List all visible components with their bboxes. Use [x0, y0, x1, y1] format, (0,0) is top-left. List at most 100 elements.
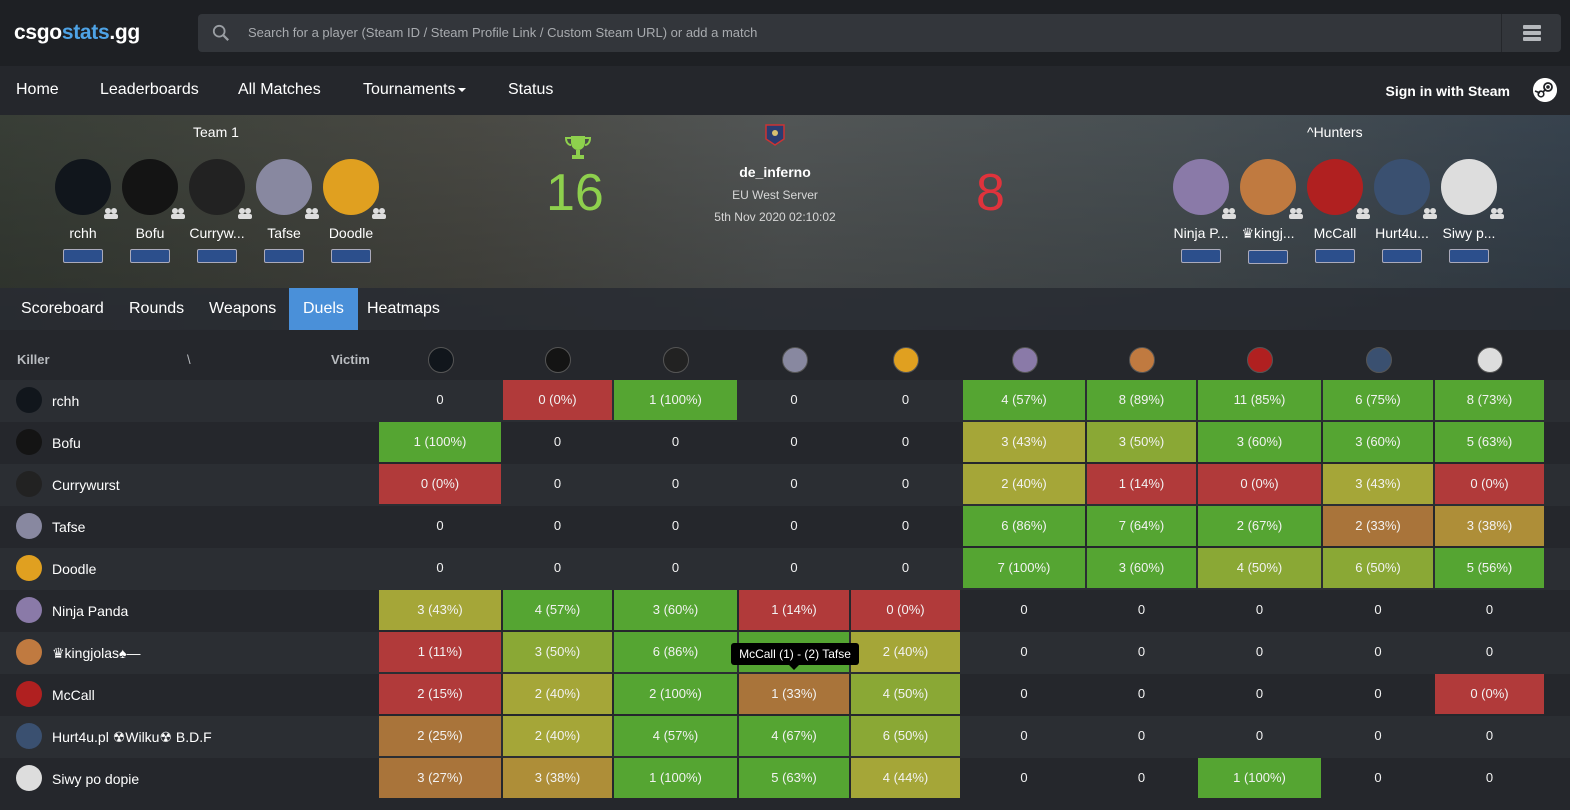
killer-name[interactable]: Currywurst [52, 477, 120, 493]
avatar[interactable] [16, 555, 42, 581]
victim-avatar[interactable] [1365, 347, 1392, 373]
duel-cell[interactable]: 4 (44%) [851, 758, 960, 798]
duel-cell[interactable]: 0 [671, 434, 680, 449]
duel-cell[interactable]: 0 [553, 476, 562, 491]
victim-avatar[interactable] [1011, 347, 1038, 373]
avatar[interactable] [16, 723, 42, 749]
duel-cell[interactable]: 8 (89%) [1087, 380, 1196, 420]
duel-cell[interactable]: 4 (57%) [963, 380, 1085, 420]
duel-cell[interactable]: 3 (43%) [1323, 464, 1433, 504]
duel-cell[interactable]: 1 (100%) [614, 758, 737, 798]
duel-cell[interactable]: 0 [436, 518, 444, 533]
search-placeholder[interactable]: Search for a player (Steam ID / Steam Pr… [248, 25, 758, 40]
avatar[interactable] [16, 681, 42, 707]
duel-cell[interactable]: 0 (0%) [503, 380, 612, 420]
duel-cell[interactable]: 0 [1255, 686, 1264, 701]
duel-cell[interactable]: 0 [1374, 644, 1382, 659]
site-logo[interactable]: csgostats.gg [14, 21, 140, 45]
duel-cell[interactable]: 1 (33%) [739, 674, 849, 714]
duel-cell[interactable]: 0 [436, 560, 444, 575]
duel-cell[interactable]: 3 (27%) [379, 758, 501, 798]
victim-avatar[interactable] [893, 347, 919, 373]
duel-cell[interactable]: 5 (63%) [1435, 422, 1544, 462]
tab-rounds[interactable]: Rounds [129, 300, 185, 317]
victim-avatar[interactable] [1247, 347, 1273, 373]
duel-cell[interactable]: 2 (40%) [851, 632, 960, 672]
duel-cell[interactable]: 6 (50%) [1323, 548, 1433, 588]
nav-leaderboards[interactable]: Leaderboards [100, 81, 199, 98]
duel-cell[interactable]: 0 [790, 476, 798, 491]
duel-cell[interactable]: 2 (67%) [1198, 506, 1321, 546]
duel-cell[interactable]: 1 (100%) [1198, 758, 1321, 798]
avatar[interactable] [16, 597, 42, 623]
server-menu-button[interactable] [1501, 14, 1561, 52]
duel-cell[interactable]: 0 [671, 560, 680, 575]
nav-all-matches[interactable]: All Matches [238, 81, 321, 98]
duel-cell[interactable]: 0 [553, 434, 562, 449]
duel-cell[interactable]: 0 [671, 476, 680, 491]
sign-in-button[interactable]: Sign in with Steam [1385, 83, 1510, 99]
duel-cell[interactable]: 3 (50%) [503, 632, 612, 672]
duel-cell[interactable]: 0 [553, 560, 562, 575]
duel-cell[interactable]: 0 (0%) [379, 464, 501, 504]
avatar[interactable] [16, 429, 42, 455]
killer-name[interactable]: Doodle [52, 561, 97, 577]
killer-name[interactable]: rchh [52, 393, 80, 409]
duel-cell[interactable]: 0 [1485, 602, 1494, 617]
duel-cell[interactable]: 0 [1020, 728, 1028, 743]
duel-cell[interactable]: 1 (11%) [379, 632, 501, 672]
killer-name[interactable]: Hurt4u.pl ☢Wilku☢ B.D.F [52, 729, 212, 745]
victim-avatar[interactable] [663, 347, 689, 373]
duel-cell[interactable]: 0 [901, 560, 910, 575]
avatar[interactable] [16, 639, 42, 665]
duel-cell[interactable]: 2 (40%) [963, 464, 1085, 504]
duel-cell[interactable]: 0 [901, 518, 910, 533]
duel-cell[interactable]: 0 (0%) [1435, 464, 1544, 504]
duel-cell[interactable]: 7 (64%) [1087, 506, 1196, 546]
tab-heatmaps[interactable]: Heatmaps [367, 300, 440, 317]
killer-name[interactable]: Siwy po dopie [52, 771, 140, 787]
team1-player[interactable]: rchh [50, 159, 118, 263]
duel-cell[interactable]: 0 [1255, 728, 1264, 743]
duel-cell[interactable]: 0 [1485, 770, 1494, 785]
duel-cell[interactable]: 2 (33%) [1323, 506, 1433, 546]
team1-player[interactable]: Bofu [117, 159, 185, 263]
killer-name[interactable]: ♛kingjolas♠— [52, 645, 141, 661]
nav-status[interactable]: Status [508, 81, 554, 98]
duel-cell[interactable]: 7 (100%) [963, 548, 1085, 588]
duel-cell[interactable]: 0 [790, 392, 798, 407]
duel-cell[interactable]: 4 (67%) [739, 716, 849, 756]
duel-cell[interactable]: 6 (86%) [614, 632, 737, 672]
duel-cell[interactable]: 3 (60%) [614, 590, 737, 630]
duel-cell[interactable]: 2 (40%) [503, 716, 612, 756]
duel-cell[interactable]: 0 [1137, 728, 1146, 743]
duel-cell[interactable]: 3 (60%) [1198, 422, 1321, 462]
steam-icon[interactable] [1533, 78, 1557, 102]
duel-cell[interactable]: 1 (100%) [379, 422, 501, 462]
avatar[interactable] [16, 513, 42, 539]
victim-avatar[interactable] [1477, 347, 1503, 373]
duel-cell[interactable]: 3 (38%) [503, 758, 612, 798]
avatar[interactable] [16, 765, 42, 791]
duel-cell[interactable]: 0 [1020, 686, 1028, 701]
duel-cell[interactable]: 0 [1255, 644, 1264, 659]
duel-cell[interactable]: 6 (75%) [1323, 380, 1433, 420]
team2-player[interactable]: Hurt4u... [1369, 159, 1437, 263]
killer-name[interactable]: Tafse [52, 519, 86, 535]
killer-name[interactable]: Bofu [52, 435, 81, 451]
duel-cell[interactable]: 3 (43%) [963, 422, 1085, 462]
killer-name[interactable]: McCall [52, 687, 95, 703]
victim-avatar[interactable] [1129, 347, 1155, 373]
nav-home[interactable]: Home [16, 81, 59, 98]
team1-player[interactable]: Doodle [318, 159, 386, 263]
duel-cell[interactable]: 6 (86%) [963, 506, 1085, 546]
duel-cell[interactable]: 0 [790, 434, 798, 449]
duel-cell[interactable]: 0 [1020, 770, 1028, 785]
nav-tournaments[interactable]: Tournaments [363, 81, 466, 99]
duel-cell[interactable]: 3 (38%) [1435, 506, 1544, 546]
duel-cell[interactable]: 5 (56%) [1435, 548, 1544, 588]
duel-cell[interactable]: 0 [1137, 770, 1146, 785]
duel-cell[interactable]: 0 [671, 518, 680, 533]
tab-weapons[interactable]: Weapons [209, 300, 277, 317]
tab-duels[interactable]: Duels [289, 288, 358, 330]
